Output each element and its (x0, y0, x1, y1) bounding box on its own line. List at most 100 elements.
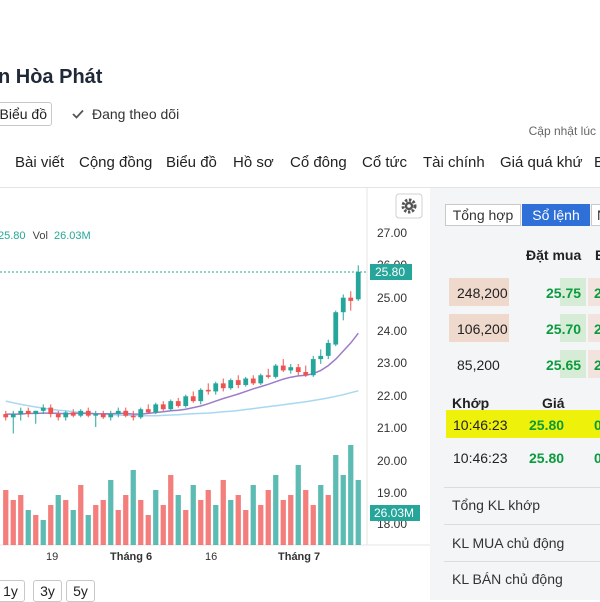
candle (198, 388, 204, 405)
candle (243, 376, 249, 387)
ask-depth-bar (588, 278, 600, 306)
volume-bar (100, 500, 106, 545)
volume-bar (228, 500, 234, 545)
bid-header: Đặt mua (526, 247, 582, 263)
volume-bar (243, 510, 249, 545)
candle (63, 410, 69, 421)
tab-more[interactable]: N (591, 204, 600, 226)
candle (273, 363, 279, 379)
candle (85, 407, 91, 418)
follow-toggle[interactable]: Đang theo dõi (72, 106, 179, 122)
nav-community[interactable]: Cộng đồng (79, 154, 153, 171)
match-price: 25.80 (529, 450, 565, 466)
chart-settings-button[interactable] (395, 193, 423, 219)
ask-cell: 2 (594, 321, 600, 337)
candle (348, 291, 354, 311)
volume-bar (318, 485, 324, 545)
volume-bar (78, 485, 84, 545)
bid-volume: 85,200 (457, 357, 500, 373)
last-volume-badge-text: 26.03M (374, 506, 414, 520)
nav-posts[interactable]: Bài viết (15, 154, 65, 171)
follow-label: Đang theo dõi (92, 106, 180, 122)
candle (310, 355, 316, 377)
candle (18, 407, 24, 421)
volume-bar (55, 495, 61, 545)
candle (318, 349, 324, 364)
volume-bar (183, 510, 189, 545)
order-book-panel (430, 188, 600, 600)
volume-depth-bar (449, 278, 509, 306)
price-tick: 20.00 (377, 454, 407, 468)
match-time: 10:46:23 (453, 417, 508, 433)
match-extra: 0 (594, 417, 600, 433)
volume-bar (258, 505, 264, 545)
bid-price: 25.65 (546, 357, 582, 373)
nav-financials[interactable]: Tài chính (423, 154, 485, 171)
candle (175, 397, 181, 408)
range-5y-button[interactable]: 5y (66, 580, 95, 602)
nav-profile[interactable]: Hồ sơ (233, 154, 274, 171)
bid-price: 25.70 (546, 321, 582, 337)
tab-order-book[interactable]: Sổ lệnh (522, 204, 590, 226)
candle (55, 410, 61, 421)
volume-bar (40, 520, 46, 545)
nav-chart[interactable]: Biểu đồ (166, 154, 217, 171)
volume-bar (93, 505, 99, 545)
nav-dividends[interactable]: Cổ tức (362, 154, 408, 171)
volume-bar (145, 515, 151, 545)
nav-price-history[interactable]: Giá quá khứ (500, 154, 583, 171)
candle (168, 399, 174, 411)
range-3y-button[interactable]: 3y (33, 580, 62, 602)
updated-label: Cập nhật lúc (528, 124, 596, 138)
volume-bar (265, 490, 271, 545)
volume-bar (130, 470, 136, 545)
price-tick: 24.00 (377, 324, 407, 338)
legend-vol-label: Vol (33, 230, 48, 242)
active-sell-label: KL BÁN chủ động (452, 571, 563, 587)
last-price-badge: 25.80 (370, 264, 412, 280)
candle (183, 394, 189, 408)
match-extra: 0 (594, 450, 600, 466)
candle (10, 410, 16, 434)
last-volume-badge: 26.03M (370, 505, 420, 521)
volume-bar (175, 495, 181, 545)
candle (108, 410, 114, 421)
bid-volume: 248,200 (457, 285, 508, 301)
range-1y-button[interactable]: 1y (0, 580, 25, 602)
candle (228, 378, 234, 390)
price-tick: 25.00 (377, 291, 407, 305)
nav-more[interactable]: B (594, 154, 600, 171)
volume-bar (198, 500, 204, 545)
candle (325, 339, 331, 360)
volume-bar (348, 445, 354, 545)
total-matched-label: Tổng KL khớp (452, 497, 541, 513)
price-chart[interactable]: 25.80 Vol 26.03M 27.00 26.00 25.00 24.00… (0, 188, 430, 600)
volume-bar (295, 465, 301, 545)
volume-bar (153, 490, 159, 545)
price-tick: 19.00 (377, 486, 407, 500)
volume-bar (303, 490, 309, 545)
volume-bar (340, 475, 346, 545)
ask-cell: 2 (594, 285, 600, 301)
check-icon (72, 109, 84, 119)
candle (78, 409, 84, 418)
candle (235, 375, 241, 389)
legend-price: 25.80 (0, 230, 26, 242)
tab-summary[interactable]: Tổng hợp (445, 204, 521, 226)
match-time-header: Khớp (452, 395, 490, 411)
time-tick: 19 (46, 551, 58, 563)
divider (444, 524, 600, 525)
candle (48, 404, 54, 418)
candle (190, 391, 196, 403)
volume-bar (63, 500, 69, 545)
next-header: B (595, 247, 600, 263)
volume-bar (168, 475, 174, 545)
nav-shareholders[interactable]: Cổ đông (290, 154, 347, 171)
volume-bars (3, 445, 361, 545)
candle (160, 401, 166, 411)
chart-button[interactable]: Biểu đồ (0, 102, 52, 126)
match-price: 25.80 (529, 417, 565, 433)
section-nav: Bài viết Cộng đồng Biểu đồ Hồ sơ Cổ đông… (0, 150, 600, 176)
legend-vol-value: 26.03M (54, 230, 91, 242)
volume-bar (235, 495, 241, 545)
